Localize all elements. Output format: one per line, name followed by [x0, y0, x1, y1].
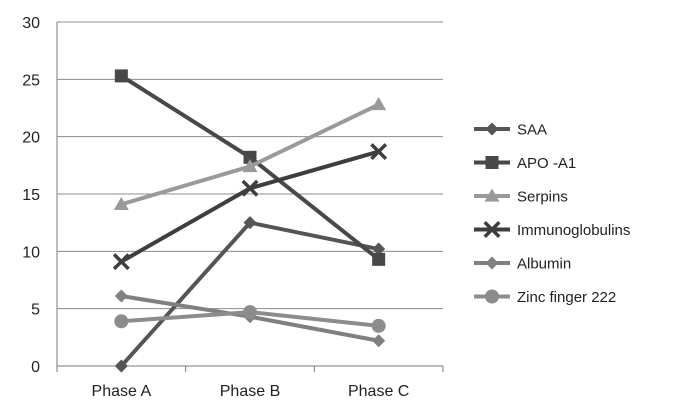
- legend-item: Zinc finger 222: [474, 289, 616, 306]
- series-serpins: [113, 97, 387, 210]
- data-point: [114, 359, 128, 373]
- data-point: [372, 252, 386, 266]
- series-immunoglobulins: [112, 143, 388, 271]
- x-tick-label: Phase A: [92, 383, 152, 400]
- data-point: [371, 318, 386, 333]
- y-tick-label: 20: [22, 130, 40, 147]
- series-zinc-finger-222: [114, 305, 386, 333]
- legend-item: Serpins: [474, 188, 568, 206]
- legend-item: SAA: [474, 122, 547, 139]
- data-point: [243, 216, 257, 230]
- series-saa: [114, 216, 386, 373]
- x-tick-label: Phase B: [220, 383, 280, 400]
- legend-item: APO -A1: [474, 155, 576, 172]
- data-point: [372, 242, 386, 256]
- legend-item: Immunoglobulins: [474, 221, 630, 239]
- legend-label: SAA: [517, 122, 547, 139]
- legend-label: Immunoglobulins: [517, 222, 630, 239]
- y-tick-label: 15: [22, 187, 40, 204]
- y-tick-label: 5: [31, 302, 40, 319]
- data-point: [242, 158, 258, 173]
- legend-marker: [485, 289, 499, 304]
- data-point: [114, 314, 129, 329]
- legend: SAA APO -A1 Serpins Immunoglobulins Albumin Z…: [474, 122, 630, 306]
- x-axis-tick-labels: Phase A Phase B Phase C: [92, 383, 410, 400]
- data-point: [370, 143, 388, 161]
- data-point: [114, 69, 128, 83]
- data-point: [372, 334, 386, 348]
- plot-series: [112, 69, 388, 373]
- legend-label: Zinc finger 222: [517, 289, 616, 306]
- y-tick-label: 30: [22, 15, 40, 32]
- series-apo-a1: [114, 69, 386, 266]
- legend-label: Albumin: [517, 256, 571, 273]
- legend-marker: [485, 256, 499, 270]
- legend-item: Albumin: [474, 256, 571, 273]
- data-point: [243, 150, 257, 164]
- data-point: [112, 253, 130, 271]
- legend-label: APO -A1: [517, 155, 576, 172]
- y-tick-label: 10: [22, 244, 40, 261]
- data-point: [371, 97, 387, 111]
- data-point: [113, 196, 129, 210]
- y-tick-label: 0: [31, 359, 40, 376]
- data-point: [241, 179, 259, 197]
- data-point: [114, 289, 128, 303]
- legend-marker: [483, 221, 501, 238]
- legend-label: Serpins: [517, 189, 568, 206]
- series-line: [119, 220, 381, 368]
- legend-marker: [485, 156, 499, 169]
- legend-marker: [485, 122, 499, 136]
- y-axis-tick-labels: 0 5 10 15 20 25 30: [22, 15, 40, 376]
- legend-marker: [484, 188, 500, 202]
- y-tick-label: 25: [22, 72, 40, 89]
- data-point: [243, 305, 257, 320]
- x-tick-label: Phase C: [348, 383, 409, 400]
